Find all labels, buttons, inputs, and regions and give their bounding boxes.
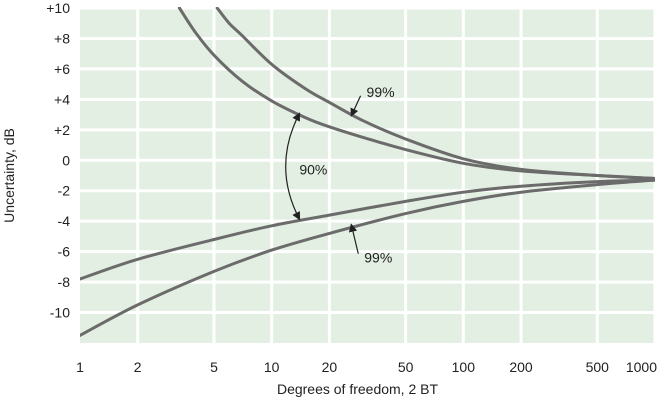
y-tick-label: -8 [58,274,71,290]
annotation-double-arrow [285,112,301,221]
annotation-label: 99% [364,250,392,266]
series-line-3 [80,178,655,281]
x-tick-label: 50 [398,359,414,375]
y-tick-label: -10 [50,305,70,321]
annotation-arrow [348,223,359,254]
x-axis-label: Degrees of freedom, 2 BT [277,381,439,397]
y-axis-label: Uncertainty, dB [1,128,17,223]
y-tick-label: +8 [54,30,70,46]
annotation-label: 90% [299,161,327,177]
y-tick-label: -4 [58,213,71,229]
x-tick-label: 200 [509,359,533,375]
y-tick-label: +4 [54,91,70,107]
x-tick-label: 2 [134,359,142,375]
x-tick-label: 5 [210,359,218,375]
x-tick-label: 20 [322,359,338,375]
y-tick-label: +6 [54,61,70,77]
y-tick-labels: +10 +8 +6 +4 +2 0 -2 -4 -6 -8 -10 [46,0,70,321]
x-tick-label: 500 [586,359,610,375]
x-tick-label: 100 [452,359,476,375]
x-tick-labels: 1 2 5 10 20 50 100 200 500 1000 [76,359,657,375]
y-tick-label: +10 [46,0,70,16]
annotation-arrow [350,95,362,117]
y-tick-label: 0 [62,152,70,168]
y-tick-label: -2 [58,183,71,199]
annotation-label: 99% [367,84,395,100]
y-tick-label: +2 [54,122,70,138]
x-tick-label: 10 [264,359,280,375]
x-tick-label: 1000 [626,359,657,375]
x-tick-label: 1 [76,359,84,375]
series-line-4 [80,178,655,337]
annotations: 99% 90% 99% [285,84,395,266]
series-lines [80,7,655,337]
y-tick-label: -6 [58,244,71,260]
series-line-2 [215,7,655,180]
